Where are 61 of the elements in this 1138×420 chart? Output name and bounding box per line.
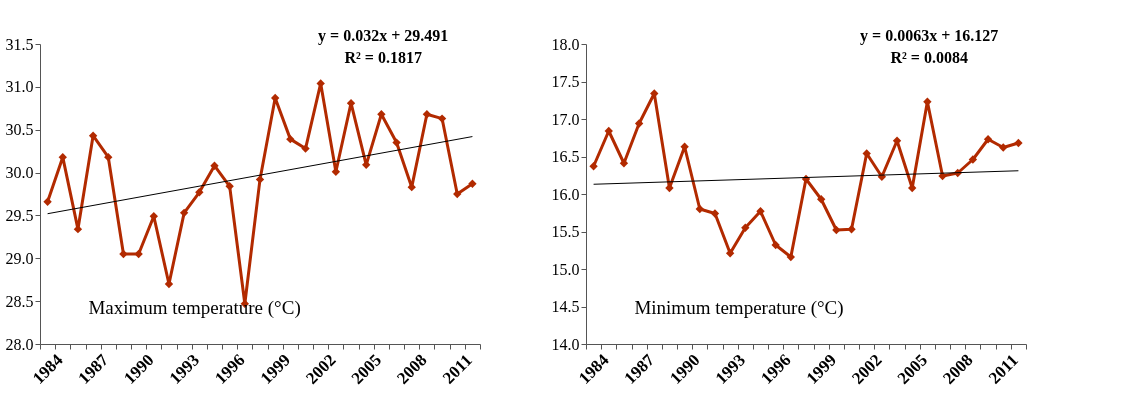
point: [377, 110, 386, 119]
point: [968, 155, 978, 164]
point: [43, 197, 52, 206]
point: [604, 126, 613, 136]
point: [453, 189, 462, 199]
point: [119, 249, 128, 259]
annotation: R² = 0.1817: [344, 49, 422, 66]
y-tick-label: 30.5: [5, 121, 34, 139]
y-tick-label: 29.5: [5, 206, 34, 224]
point: [104, 152, 113, 162]
point: [680, 142, 689, 151]
point: [816, 195, 826, 204]
point: [301, 144, 310, 153]
text: Maximum temperature (°C): [88, 297, 301, 319]
point: [832, 225, 841, 235]
y-tick-label: 28.5: [5, 292, 34, 310]
point: [286, 134, 295, 144]
point: [725, 249, 735, 258]
y-tick-label: 18.0: [551, 35, 580, 53]
y-tick-label: 17.0: [551, 110, 580, 128]
point: [923, 97, 932, 106]
point: [179, 208, 189, 218]
text: y = 0.032x + 29.491: [318, 27, 449, 45]
point: [225, 182, 234, 191]
point: [392, 138, 401, 147]
y-tick-label: 15.0: [551, 260, 580, 278]
y-tick-label: 31.0: [5, 78, 34, 96]
y-tick-label: 29.0: [5, 249, 34, 267]
point: [634, 119, 644, 128]
point: [1014, 138, 1023, 148]
y-tick-label: 16.5: [551, 148, 580, 165]
y-tick-label: 31.5: [5, 35, 34, 53]
point: [134, 249, 143, 259]
point: [255, 175, 265, 184]
text: y = 0.0063x + 16.127: [860, 27, 999, 45]
y-tick-label: 30.0: [5, 164, 34, 182]
point: [756, 207, 765, 216]
point: [437, 114, 447, 123]
point: [741, 223, 750, 232]
annotation: R² = 0.0084: [890, 49, 968, 66]
point: [983, 135, 993, 144]
point: [468, 179, 477, 188]
y-tick-label: 15.5: [551, 223, 580, 240]
y-tick-label: 14.5: [551, 298, 580, 315]
point: [422, 110, 432, 119]
point: [786, 252, 796, 262]
point: [589, 162, 598, 171]
y-tick-label: 16.0: [551, 185, 580, 203]
point: [771, 240, 780, 250]
text: Minimum temperature (°C): [634, 297, 844, 319]
point: [847, 225, 856, 234]
y-tick-label: 17.5: [551, 73, 580, 90]
y-tick-label: 14.0: [551, 335, 580, 353]
point: [210, 161, 219, 170]
point: [999, 143, 1008, 152]
y-tick-label: 28.0: [5, 335, 34, 353]
point: [195, 188, 204, 197]
point: [710, 209, 720, 218]
point: [695, 204, 704, 214]
point: [88, 131, 98, 140]
point: [619, 159, 629, 168]
